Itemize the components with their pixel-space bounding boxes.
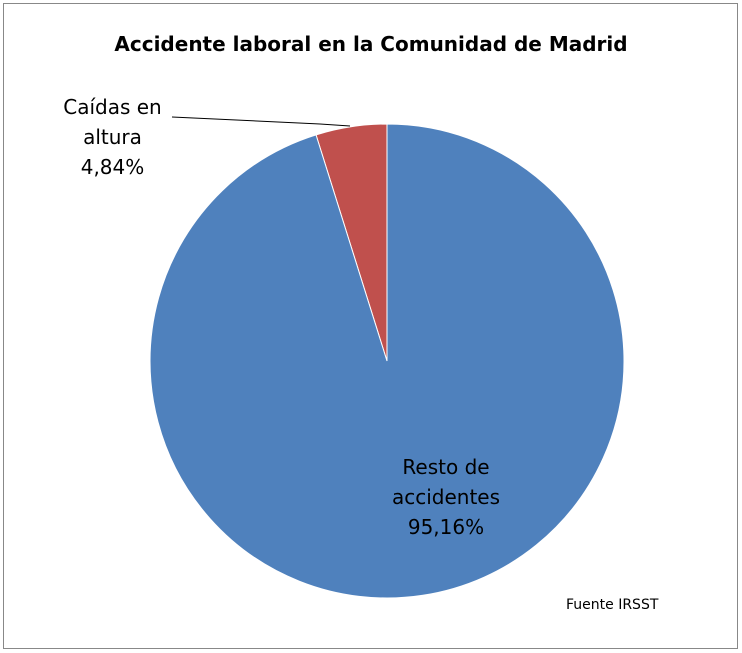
chart-title: Accidente laboral en la Comunidad de Mad… xyxy=(114,32,628,56)
category-label: Resto de accidentes xyxy=(391,455,501,509)
value-label: 4,84% xyxy=(80,155,145,179)
source-note: Fuente IRSST xyxy=(566,597,659,613)
chart-frame xyxy=(3,3,738,649)
pie-slice xyxy=(149,123,625,599)
category-label: Caídas en altura xyxy=(63,95,162,149)
value-label: 95,16% xyxy=(407,515,485,539)
slice-label: Resto de accidentes 95,16% xyxy=(376,452,516,542)
leader-line xyxy=(171,116,351,127)
slice-label: Caídas en altura 4,84% xyxy=(50,92,175,182)
